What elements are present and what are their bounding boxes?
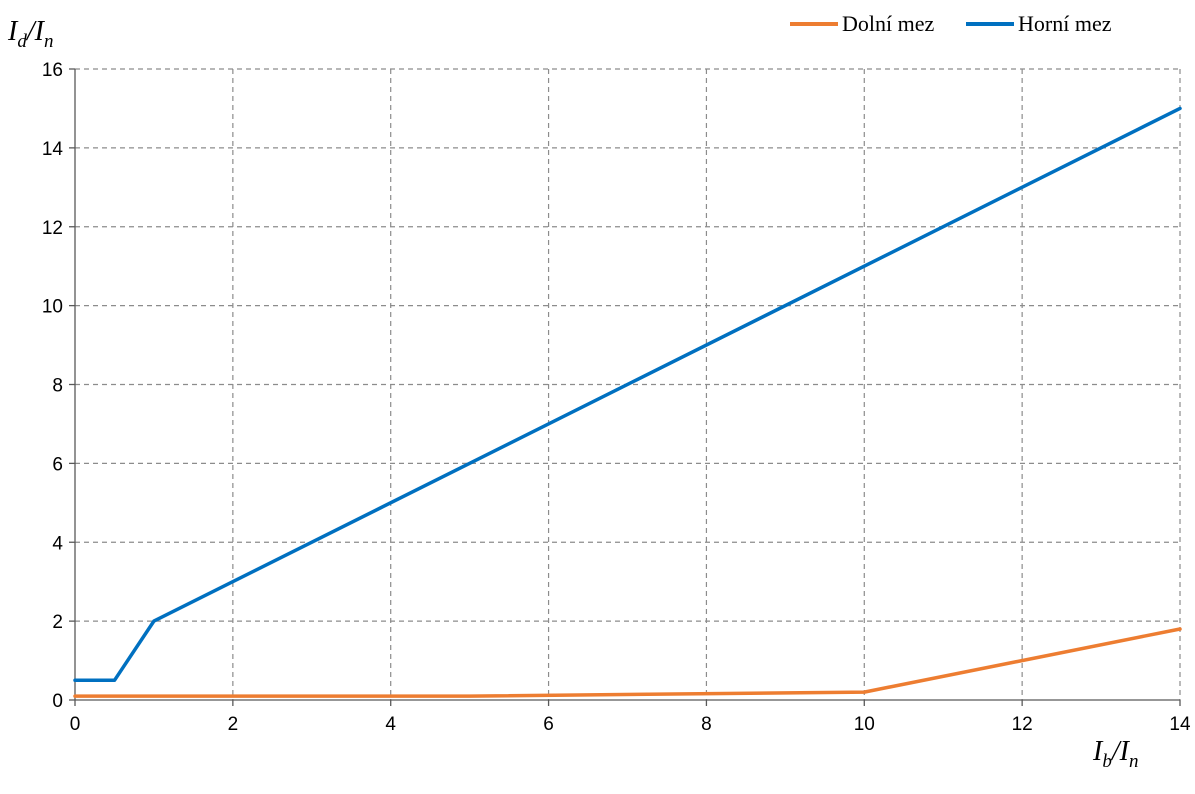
series-lines	[73, 106, 1182, 698]
x-axis-title: Ib/In	[1092, 736, 1138, 772]
y-tick-label: 2	[52, 612, 63, 633]
series-line-dolni-mez	[73, 627, 1182, 698]
y-tick-label: 0	[52, 691, 63, 712]
legend-label-horni-mez: Horní mez	[1018, 11, 1112, 36]
y-tick-label: 10	[42, 297, 63, 318]
tick-labels: 0 2 4 6 8 10 12 14 16 0 2 4 6 8 10 12 14	[42, 60, 1191, 735]
axes	[69, 68, 1181, 706]
grid	[75, 68, 1181, 700]
x-tick-label: 4	[385, 714, 396, 735]
y-axis-title: Id/In	[7, 16, 53, 52]
legend-item-horni-mez: Horní mez	[966, 11, 1112, 36]
legend-item-dolni-mez: Dolní mez	[790, 11, 934, 36]
y-tick-label: 4	[52, 533, 63, 554]
y-tick-label: 8	[52, 376, 63, 397]
legend-label-dolni-mez: Dolní mez	[842, 11, 934, 36]
x-tick-label: 14	[1169, 714, 1191, 735]
y-tick-label: 16	[42, 60, 63, 81]
legend: Dolní mez Horní mez	[790, 11, 1112, 36]
x-tick-label: 6	[543, 714, 554, 735]
series-line-horni-mez	[73, 106, 1182, 683]
y-tick-label: 14	[42, 139, 64, 160]
y-tick-label: 12	[42, 218, 63, 239]
y-tick-label: 6	[52, 454, 63, 475]
x-tick-label: 12	[1012, 714, 1033, 735]
x-tick-label: 0	[70, 714, 81, 735]
x-tick-label: 8	[701, 714, 712, 735]
x-tick-label: 10	[854, 714, 875, 735]
x-tick-label: 2	[228, 714, 239, 735]
